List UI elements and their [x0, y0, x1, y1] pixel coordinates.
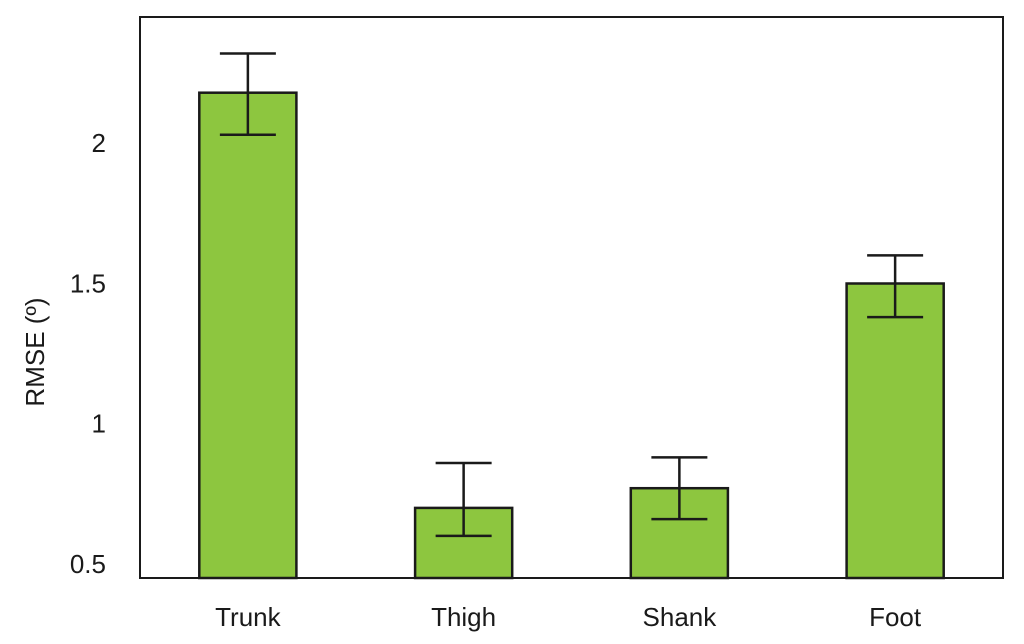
x-tick-label-shank: Shank — [643, 602, 718, 632]
bars-layer — [198, 91, 945, 580]
bar-foot — [845, 282, 945, 580]
x-tick-label-foot: Foot — [869, 602, 922, 632]
error-bar-shank — [651, 456, 708, 521]
plot-frame — [139, 16, 1004, 579]
x-tick-label-thigh: Thigh — [431, 602, 496, 632]
error-bars-layer — [219, 52, 924, 538]
y-axis-label: RMSE (º) — [20, 297, 50, 406]
y-tick-label: 1.5 — [70, 269, 106, 299]
error-bar-thigh — [435, 461, 492, 538]
bar-trunk — [198, 91, 298, 580]
y-tick-label: 1 — [92, 409, 106, 439]
error-bar-foot — [867, 254, 924, 319]
x-tick-label-trunk: Trunk — [215, 602, 281, 632]
error-bar-trunk — [219, 52, 276, 137]
y-tick-label: 0.5 — [70, 549, 106, 579]
y-tick-label: 2 — [92, 128, 106, 158]
x-axis-ticks: Trunk Thigh Shank Foot — [215, 602, 922, 632]
y-axis-ticks: 0.5 1 1.5 2 — [70, 128, 106, 579]
